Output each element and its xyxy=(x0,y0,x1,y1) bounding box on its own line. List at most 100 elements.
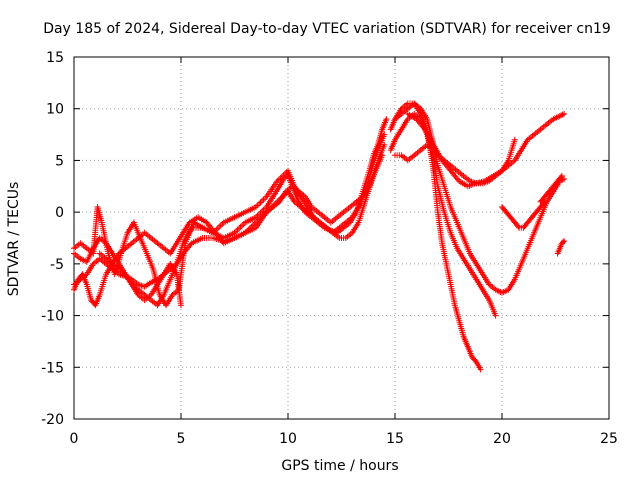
data-point xyxy=(471,356,473,358)
data-point xyxy=(400,107,403,110)
data-point xyxy=(413,154,416,157)
data-point xyxy=(556,252,559,255)
data-point xyxy=(130,242,133,245)
data-point xyxy=(462,257,465,260)
data-point xyxy=(449,169,452,172)
series-track-10 xyxy=(404,110,518,190)
data-point xyxy=(329,221,332,224)
y-axis-label: SDTVAR / TECUs xyxy=(6,182,22,297)
data-point xyxy=(244,221,247,224)
data-point xyxy=(118,273,120,276)
y-tick-label: -15 xyxy=(41,360,64,376)
chart-title: Day 185 of 2024, Sidereal Day-to-day VTE… xyxy=(43,21,611,37)
data-points xyxy=(71,100,568,373)
data-point xyxy=(205,221,208,224)
data-point xyxy=(419,107,422,110)
data-point xyxy=(507,159,510,162)
data-point xyxy=(276,180,279,183)
data-point xyxy=(383,133,386,136)
data-point xyxy=(255,226,257,229)
data-point xyxy=(558,115,561,117)
data-point xyxy=(389,149,392,152)
data-point xyxy=(306,206,309,208)
data-point xyxy=(344,221,347,224)
data-point xyxy=(424,128,426,131)
data-point xyxy=(456,169,458,172)
data-point xyxy=(297,200,300,203)
data-point xyxy=(163,247,165,250)
data-point xyxy=(73,247,75,250)
data-point xyxy=(364,190,366,193)
data-point xyxy=(526,138,529,141)
data-point xyxy=(432,144,435,146)
data-point xyxy=(342,226,345,229)
data-point xyxy=(456,221,458,224)
data-point xyxy=(81,273,84,276)
data-point xyxy=(201,226,204,229)
data-point xyxy=(255,216,257,219)
data-point xyxy=(531,216,533,219)
data-point xyxy=(543,195,546,198)
data-point xyxy=(312,216,315,219)
data-point xyxy=(462,237,465,239)
y-tick-label: -5 xyxy=(50,257,64,273)
data-point xyxy=(406,159,409,162)
data-point xyxy=(145,252,148,255)
data-point xyxy=(520,263,523,265)
data-point xyxy=(552,118,555,120)
data-point xyxy=(484,180,486,183)
y-tick-label: -10 xyxy=(41,309,64,325)
data-point xyxy=(278,185,281,188)
data-point xyxy=(342,211,345,214)
data-point xyxy=(171,294,174,296)
data-point xyxy=(92,252,95,255)
data-point xyxy=(332,231,334,234)
data-point xyxy=(539,200,542,203)
data-point xyxy=(394,154,396,157)
data-point xyxy=(319,221,321,224)
data-point xyxy=(85,260,88,263)
data-point xyxy=(143,285,146,288)
data-point xyxy=(413,102,416,105)
series-track-13 xyxy=(554,238,568,257)
y-tick-label: 15 xyxy=(46,50,64,66)
data-point xyxy=(456,247,458,250)
data-point xyxy=(501,169,503,172)
data-point xyxy=(137,294,140,296)
data-point xyxy=(449,231,452,234)
data-point xyxy=(441,242,443,245)
data-point xyxy=(73,288,75,291)
data-point xyxy=(299,206,302,208)
data-point xyxy=(124,247,127,250)
data-point xyxy=(488,283,491,286)
data-point xyxy=(233,237,236,239)
data-point xyxy=(552,185,555,188)
data-point xyxy=(475,278,478,281)
data-point xyxy=(415,118,418,120)
data-point xyxy=(351,231,354,234)
data-point xyxy=(85,283,88,286)
data-point xyxy=(419,118,422,120)
data-point xyxy=(92,263,95,265)
data-point xyxy=(169,278,172,281)
data-point xyxy=(462,175,465,177)
y-tick-label: 5 xyxy=(55,153,64,169)
data-point xyxy=(479,368,482,371)
data-point xyxy=(469,252,471,255)
data-point xyxy=(394,118,396,120)
data-point xyxy=(355,200,358,203)
data-point xyxy=(336,231,339,234)
data-point xyxy=(233,216,236,219)
data-point xyxy=(466,345,469,348)
data-point xyxy=(400,154,403,157)
data-point xyxy=(233,231,236,234)
data-point xyxy=(539,206,542,208)
data-point xyxy=(197,216,200,219)
data-point xyxy=(349,221,351,224)
y-tick-label: 0 xyxy=(55,205,64,221)
data-point xyxy=(150,237,152,239)
data-point xyxy=(182,231,185,234)
data-point xyxy=(494,314,497,317)
data-point xyxy=(507,288,510,291)
